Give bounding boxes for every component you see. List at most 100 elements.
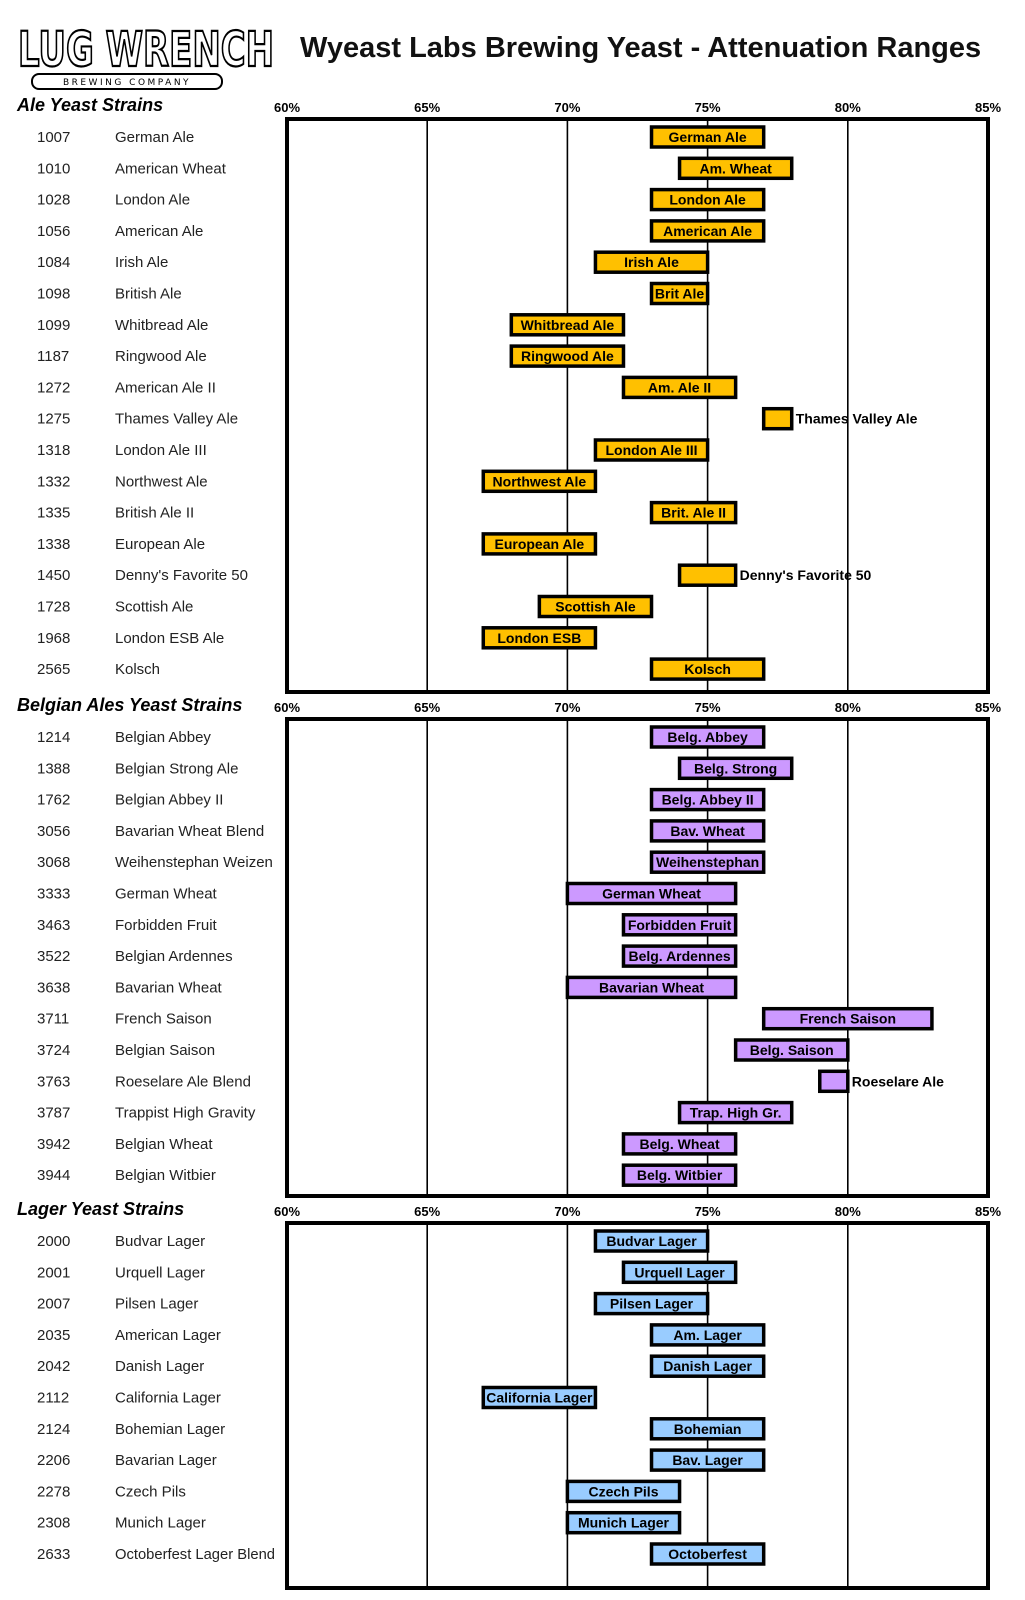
- bar-label: London ESB: [497, 630, 581, 646]
- strain-name: Czech Pils: [115, 1483, 186, 1500]
- bar-label: Belg. Strong: [694, 760, 777, 776]
- attenuation-bar: [537, 594, 654, 619]
- attenuation-bar: [649, 1323, 766, 1347]
- strain-name: Roeselare Ale Blend: [115, 1073, 251, 1090]
- attenuation-bar: [649, 657, 766, 681]
- strain-name: Belgian Ardennes: [115, 948, 233, 965]
- strain-code: 3724: [37, 1042, 70, 1059]
- attenuation-bar: [649, 1542, 766, 1566]
- strain-name: Bohemian Lager: [115, 1421, 225, 1438]
- attenuation-bar: [481, 532, 598, 556]
- attenuation-bar: [593, 1291, 710, 1316]
- attenuation-bar: [649, 125, 766, 149]
- attenuation-bar: [761, 406, 794, 431]
- strain-code: 2206: [37, 1452, 70, 1469]
- strain-code: 1728: [37, 599, 70, 616]
- strain-code: 2278: [37, 1483, 70, 1500]
- bar-label: California Lager: [486, 1390, 593, 1406]
- strain-name: Octoberfest Lager Blend: [115, 1546, 275, 1563]
- bar-label: Belg. Wheat: [639, 1136, 719, 1152]
- strain-name: Kolsch: [115, 661, 160, 678]
- bar-label: Northwest Ale: [493, 473, 587, 489]
- strain-name: Bavarian Wheat Blend: [115, 823, 264, 840]
- attenuation-bar: [565, 1510, 682, 1535]
- bar-label: Munich Lager: [578, 1515, 670, 1531]
- attenuation-bar: [481, 1385, 598, 1410]
- bar-label: London Ale III: [606, 442, 698, 458]
- page-title: Wyeast Labs Brewing Yeast - Attenuation …: [300, 32, 982, 64]
- bar-label: Forbidden Fruit: [628, 917, 732, 933]
- bar-label: Am. Wheat: [699, 160, 772, 176]
- strain-code: 1338: [37, 536, 70, 553]
- bar-label: Roeselare Ale: [852, 1073, 944, 1089]
- strain-name: Urquell Lager: [115, 1264, 205, 1281]
- strain-code: 1010: [37, 160, 70, 177]
- attenuation-bar: [649, 1417, 766, 1441]
- bar-label: American Ale: [663, 223, 752, 239]
- strain-name: Belgian Abbey II: [115, 792, 223, 809]
- strain-name: Thames Valley Ale: [115, 411, 238, 428]
- strain-code: 3787: [37, 1105, 70, 1122]
- lug-wrench-logo: LUG WRENCH BREWING COMPANY: [18, 21, 275, 90]
- strain-code: 2633: [37, 1546, 70, 1563]
- bar-label: Bavarian Wheat: [599, 979, 704, 995]
- strain-code: 3068: [37, 854, 70, 871]
- attenuation-bar: [565, 975, 738, 1000]
- strain-name: Irish Ale: [115, 254, 168, 271]
- strain-code: 3944: [37, 1167, 70, 1184]
- strain-code: 1099: [37, 317, 70, 334]
- attenuation-bar: [649, 787, 766, 812]
- bar-label: Urquell Lager: [634, 1264, 725, 1280]
- attenuation-bar: [481, 626, 598, 650]
- strain-code: 3711: [37, 1011, 69, 1028]
- bar-label: Ringwood Ale: [521, 348, 614, 364]
- strain-name: German Wheat: [115, 886, 218, 903]
- attenuation-bar: [649, 850, 766, 874]
- strain-name: Weihenstephan Weizen: [115, 854, 273, 871]
- strain-name: French Saison: [115, 1011, 212, 1028]
- x-tick-label: 60%: [274, 100, 300, 115]
- attenuation-bar: [621, 1132, 738, 1156]
- strain-name: American Lager: [115, 1327, 221, 1344]
- x-tick-label: 85%: [975, 700, 1001, 715]
- strain-name: American Wheat: [115, 160, 227, 177]
- strain-code: 3942: [37, 1136, 70, 1153]
- attenuation-bar: [565, 881, 738, 906]
- attenuation-bar: [649, 725, 766, 749]
- attenuation-bar: [761, 1006, 934, 1031]
- x-tick-label: 60%: [274, 700, 300, 715]
- strain-name: Belgian Saison: [115, 1042, 215, 1059]
- x-tick-label: 70%: [554, 700, 580, 715]
- attenuation-bar: [677, 1100, 794, 1125]
- strain-code: 1332: [37, 473, 70, 490]
- attenuation-bar: [733, 1038, 850, 1062]
- strain-code: 3463: [37, 917, 70, 934]
- x-tick-label: 65%: [414, 100, 440, 115]
- attenuation-bar: [481, 469, 598, 494]
- attenuation-bar: [649, 219, 766, 243]
- attenuation-bar: [677, 756, 794, 781]
- bar-label: Belg. Witbier: [637, 1167, 723, 1183]
- panel-frame: [285, 117, 990, 694]
- strain-code: 2001: [37, 1264, 70, 1281]
- section-title: Belgian Ales Yeast Strains: [17, 695, 242, 715]
- strain-name: British Ale II: [115, 505, 194, 522]
- bar-label: German Wheat: [602, 886, 701, 902]
- attenuation-bar: [621, 1260, 738, 1285]
- strain-name: British Ale: [115, 286, 182, 303]
- bar-label: Belg. Saison: [750, 1042, 834, 1058]
- strain-name: Whitbread Ale: [115, 317, 208, 334]
- bar-label: Octoberfest: [668, 1546, 747, 1562]
- strain-code: 1098: [37, 286, 70, 303]
- attenuation-bar: [649, 1448, 766, 1472]
- bar-label: Danish Lager: [663, 1358, 752, 1374]
- strain-name: Belgian Witbier: [115, 1167, 216, 1184]
- bar-label: Brit Ale: [655, 286, 704, 302]
- bar-label: Irish Ale: [624, 254, 679, 270]
- strain-name: Forbidden Fruit: [115, 917, 218, 934]
- attenuation-bar: [649, 500, 738, 525]
- strain-code: 1272: [37, 379, 70, 396]
- bar-label: Whitbread Ale: [521, 317, 615, 333]
- bar-label: Denny's Favorite 50: [740, 567, 872, 583]
- strain-name: Belgian Abbey: [115, 729, 211, 746]
